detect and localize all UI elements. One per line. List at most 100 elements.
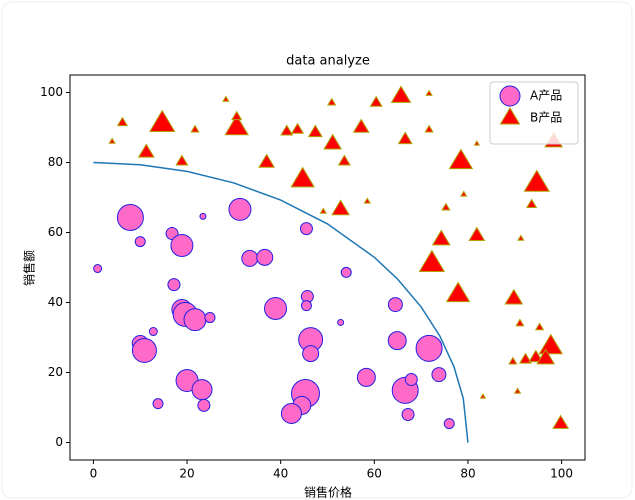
x-axis-label: 销售价格 xyxy=(304,485,352,500)
point xyxy=(280,124,294,136)
chart-title: data analyze xyxy=(286,54,370,69)
point xyxy=(204,312,216,324)
point xyxy=(175,154,189,166)
point xyxy=(331,199,351,216)
point xyxy=(445,281,471,303)
point xyxy=(299,222,313,236)
point xyxy=(307,124,323,138)
x-tick-label: 100 xyxy=(550,467,573,481)
point xyxy=(518,352,533,364)
point xyxy=(517,234,525,241)
point xyxy=(504,288,524,305)
point xyxy=(290,122,305,134)
x-tick-label: 40 xyxy=(273,467,288,481)
point xyxy=(224,114,249,136)
point xyxy=(152,398,164,410)
point xyxy=(167,278,181,292)
point xyxy=(258,153,276,168)
point xyxy=(241,249,259,267)
point xyxy=(525,198,538,208)
point xyxy=(302,345,320,363)
point xyxy=(319,207,328,214)
point xyxy=(424,124,434,133)
point xyxy=(460,190,468,197)
legend-marker xyxy=(499,85,521,107)
point xyxy=(231,110,243,121)
point xyxy=(431,367,447,383)
x-tick-label: 80 xyxy=(460,467,475,481)
point xyxy=(183,308,207,332)
curve xyxy=(93,161,469,443)
point xyxy=(468,226,486,241)
legend-marker xyxy=(499,107,521,125)
point xyxy=(508,356,518,365)
point xyxy=(323,133,343,150)
point xyxy=(191,379,213,401)
x-tick-label: 0 xyxy=(90,467,98,481)
point xyxy=(137,143,155,158)
point xyxy=(552,414,570,429)
y-tick-label: 100 xyxy=(40,85,63,99)
point xyxy=(528,349,544,363)
point xyxy=(131,337,157,363)
point xyxy=(397,131,413,145)
point xyxy=(441,202,451,211)
point xyxy=(290,166,315,188)
y-tick-label: 0 xyxy=(55,435,63,449)
y-tick-label: 80 xyxy=(48,155,63,169)
legend-label: A产品 xyxy=(530,89,562,103)
point xyxy=(538,333,564,355)
point xyxy=(473,140,481,146)
point xyxy=(148,327,158,337)
point xyxy=(387,297,403,313)
point xyxy=(327,97,337,106)
point xyxy=(369,95,383,107)
point xyxy=(256,248,274,266)
point xyxy=(401,408,415,421)
x-tick-label: 60 xyxy=(367,467,382,481)
point xyxy=(515,318,525,327)
point xyxy=(170,233,194,257)
point xyxy=(443,418,455,430)
point xyxy=(363,197,372,204)
point xyxy=(337,318,345,326)
point xyxy=(264,296,288,320)
point xyxy=(222,95,230,102)
point xyxy=(300,300,312,312)
point xyxy=(93,264,103,274)
legend-label: B产品 xyxy=(530,111,562,125)
y-tick-label: 60 xyxy=(48,225,63,239)
y-tick-label: 20 xyxy=(48,365,63,379)
point xyxy=(197,398,211,412)
point xyxy=(404,373,418,386)
point xyxy=(108,137,116,144)
point xyxy=(337,154,351,166)
point xyxy=(431,229,451,246)
point xyxy=(199,212,207,220)
point xyxy=(149,109,176,132)
point xyxy=(536,348,556,365)
point xyxy=(228,197,252,221)
point xyxy=(387,331,407,351)
point xyxy=(352,118,370,133)
y-axis-label: 销售额 xyxy=(22,250,37,286)
point xyxy=(190,124,200,133)
point xyxy=(425,89,433,96)
point xyxy=(356,367,376,387)
point xyxy=(448,148,474,170)
point xyxy=(534,322,545,331)
point xyxy=(418,249,446,272)
point xyxy=(415,334,443,362)
point xyxy=(280,402,302,424)
plot-frame xyxy=(69,74,586,461)
point xyxy=(513,387,522,394)
point xyxy=(134,236,146,248)
point xyxy=(523,169,551,192)
point xyxy=(390,85,412,103)
point xyxy=(479,393,487,399)
point xyxy=(116,116,129,127)
point xyxy=(340,266,352,278)
